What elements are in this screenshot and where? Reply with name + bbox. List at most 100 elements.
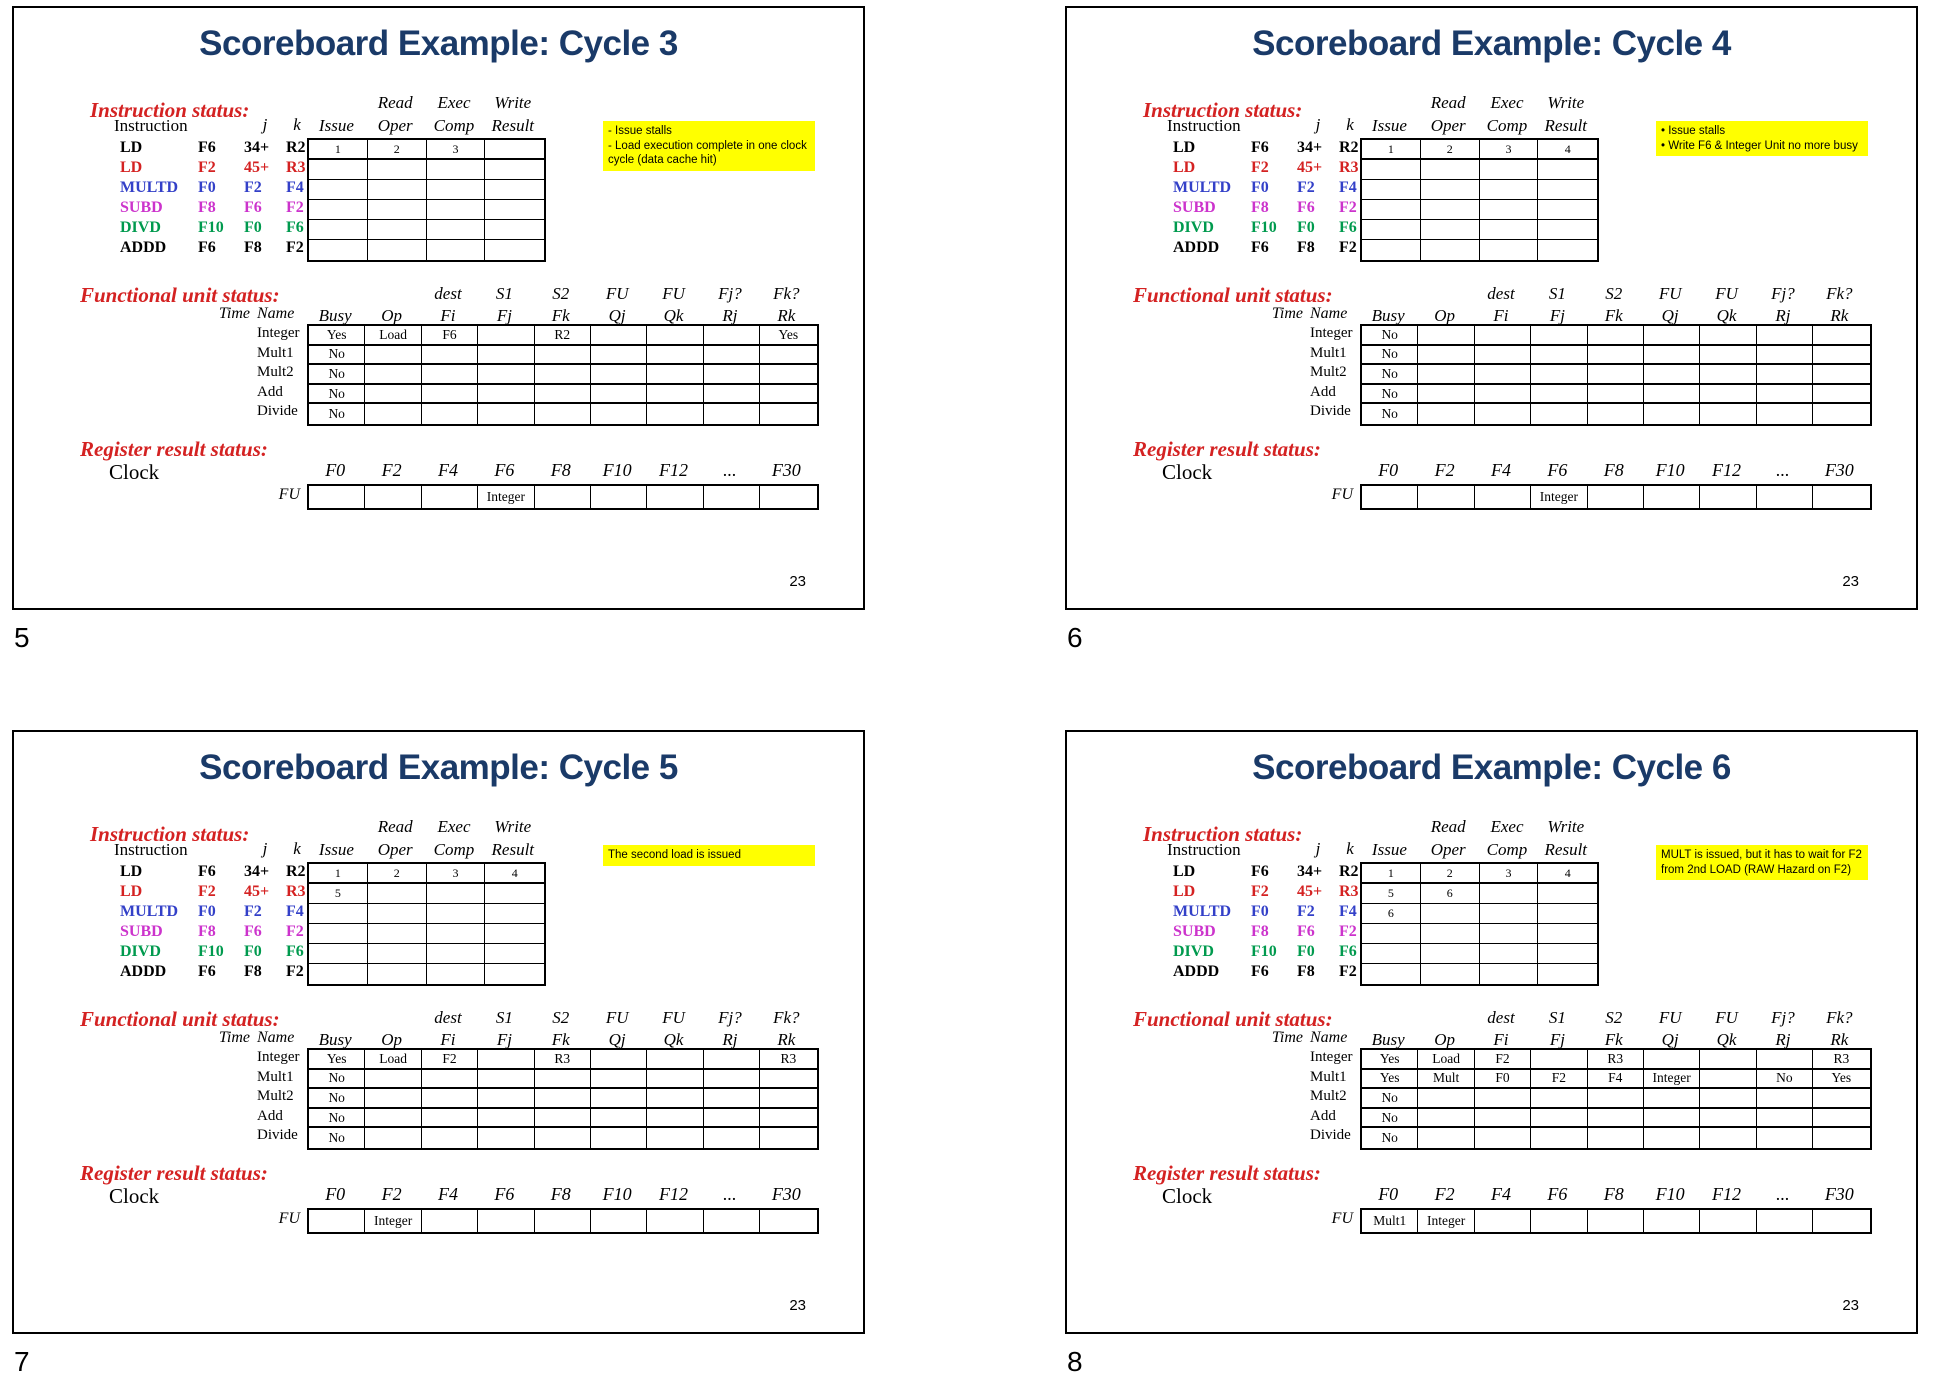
fu-status-cell: No: [309, 365, 366, 385]
instruction-status-cell: [1479, 220, 1539, 240]
fu-header-cell: [363, 283, 419, 304]
fu-header-cell: S2: [1605, 284, 1623, 303]
register-header-cell: F0: [325, 1184, 346, 1204]
register-header-cell: ...: [723, 1184, 737, 1204]
fu-unit-name: Add: [1310, 383, 1336, 400]
instruction-status-cell: [1420, 924, 1480, 944]
fu-status-cell: R3: [1587, 1050, 1644, 1070]
register-header-cell: F12: [659, 460, 689, 480]
fu-status-cell: [703, 1050, 761, 1070]
fu-status-cell: [703, 1108, 761, 1129]
instruction-operand: R2: [286, 863, 306, 880]
instruction-operand: F0: [244, 219, 262, 236]
fu-status-cell: [1531, 404, 1588, 424]
fu-header-cell: Rk: [1830, 306, 1849, 325]
functional-unit-status-label: Functional unit status:: [80, 283, 280, 307]
register-header-cell: F6: [494, 1184, 515, 1204]
fu-status-cell: [1700, 384, 1757, 405]
instruction-row: MULTD F0 F2 F4: [1173, 178, 1379, 198]
instruction-column-header: Instruction: [114, 116, 188, 135]
instruction-operand: F6: [244, 923, 262, 940]
fu-status-cell: [1474, 1089, 1532, 1109]
instruction-status-cell: [367, 944, 427, 964]
instruction-header-cell: Read: [1430, 93, 1466, 112]
fu-status-cell: Yes: [1813, 1070, 1870, 1090]
fu-header-top: dest S1 S2 FU FU Fj? Fk?: [1360, 283, 1868, 304]
register-result-cell: [704, 486, 761, 508]
instruction-operand: F6: [244, 199, 262, 216]
register-result-cell: [1757, 1210, 1814, 1232]
fu-status-cell: [1418, 1089, 1475, 1109]
instruction-status-cell: [1480, 964, 1539, 984]
fu-unit-name: Integer: [1310, 325, 1353, 341]
instruction-status-cell: [1538, 200, 1598, 220]
instruction-status-cell: [485, 884, 545, 904]
instruction-status-cell: 2: [1420, 140, 1480, 160]
instruction-operand: 34+: [1297, 863, 1323, 880]
clock-label: Clock: [1162, 460, 1213, 484]
fu-header-cell: Qk: [663, 1030, 684, 1049]
register-header-cell: F12: [1712, 460, 1742, 480]
fu-unit-name: Mult1: [1310, 344, 1347, 361]
register-header-cell: F0: [1378, 460, 1399, 480]
fu-unit-name: Integer: [257, 1049, 300, 1065]
fu-status-cell: [590, 1089, 648, 1109]
fu-header-cell: Fj: [1549, 1030, 1565, 1049]
instruction-status-cell: [309, 160, 368, 180]
instruction-header-top: Read Exec Write: [307, 92, 542, 113]
instruction-status-cell: [309, 964, 368, 984]
fu-status-cell: [365, 1089, 422, 1109]
instruction-status-cell: [309, 180, 368, 200]
fu-status-cell: [703, 326, 761, 346]
fu-header-cell: dest: [1487, 1008, 1515, 1027]
instruction-status-cell: 5: [309, 884, 368, 904]
fu-status-cell: [647, 1108, 704, 1129]
register-result-grid: Integer: [307, 484, 819, 510]
register-result-cell: [478, 1210, 535, 1232]
instruction-operand: F0: [1251, 903, 1269, 920]
register-fu-label: FU: [278, 486, 300, 503]
fu-status-cell: [1531, 365, 1588, 385]
instruction-operand: F8: [244, 963, 262, 980]
fu-header-cell: Fk: [1604, 306, 1623, 325]
instruction-status-cell: [1479, 200, 1539, 220]
fu-status-cell: [1418, 384, 1475, 405]
fu-status-cell: [760, 365, 817, 385]
instruction-status-cell: 3: [1479, 864, 1539, 884]
time-column-header: Time: [218, 1029, 250, 1046]
instruction-status-cell: 4: [1538, 864, 1598, 884]
instruction-status-cell: [485, 240, 544, 260]
name-column-header: Name: [257, 305, 295, 322]
register-result-status-label: Register result status:: [80, 1161, 268, 1185]
fu-status-cell: R3: [760, 1050, 817, 1070]
slide-index-number: 8: [1067, 1346, 1083, 1377]
time-column-header: Time: [1271, 305, 1303, 322]
instruction-operand: F2: [198, 883, 216, 900]
instruction-operand: F0: [1251, 179, 1269, 196]
register-result-status-label: Register result status:: [1133, 1161, 1321, 1185]
instruction-row: LD F2 45+ R3: [1173, 158, 1379, 178]
fu-status-cell: [478, 1108, 535, 1129]
instruction-status-cell: 3: [426, 140, 486, 160]
fu-unit-name: Divide: [257, 403, 298, 420]
fu-status-cell: F2: [1531, 1069, 1588, 1090]
fu-unit-name: Mult2: [1310, 1088, 1347, 1105]
fu-status-cell: [1756, 1050, 1814, 1070]
register-header-cell: F10: [602, 1184, 632, 1204]
register-result-cell: [1531, 1210, 1588, 1232]
instruction-status-cell: [426, 180, 486, 200]
instruction-opcode: MULTD: [1173, 179, 1232, 196]
fu-status-cell: [647, 365, 704, 385]
fu-header-cell: Fk: [1604, 1030, 1623, 1049]
instruction-operand: 34+: [1297, 139, 1323, 156]
instruction-header-cell: Comp: [433, 116, 475, 135]
instruction-row: LD F6 34+ R2: [120, 138, 326, 158]
instruction-row: ADDD F6 F8 F2: [120, 238, 326, 258]
instruction-status-cell: [1538, 240, 1597, 260]
fu-header-cell: Rj: [1775, 306, 1791, 325]
fu-status-cell: [1474, 345, 1532, 366]
instruction-operand: F2: [1297, 179, 1315, 196]
fu-status-cell: [1756, 384, 1814, 405]
register-header-cell: F6: [494, 460, 515, 480]
instruction-operand: R2: [1339, 863, 1359, 880]
